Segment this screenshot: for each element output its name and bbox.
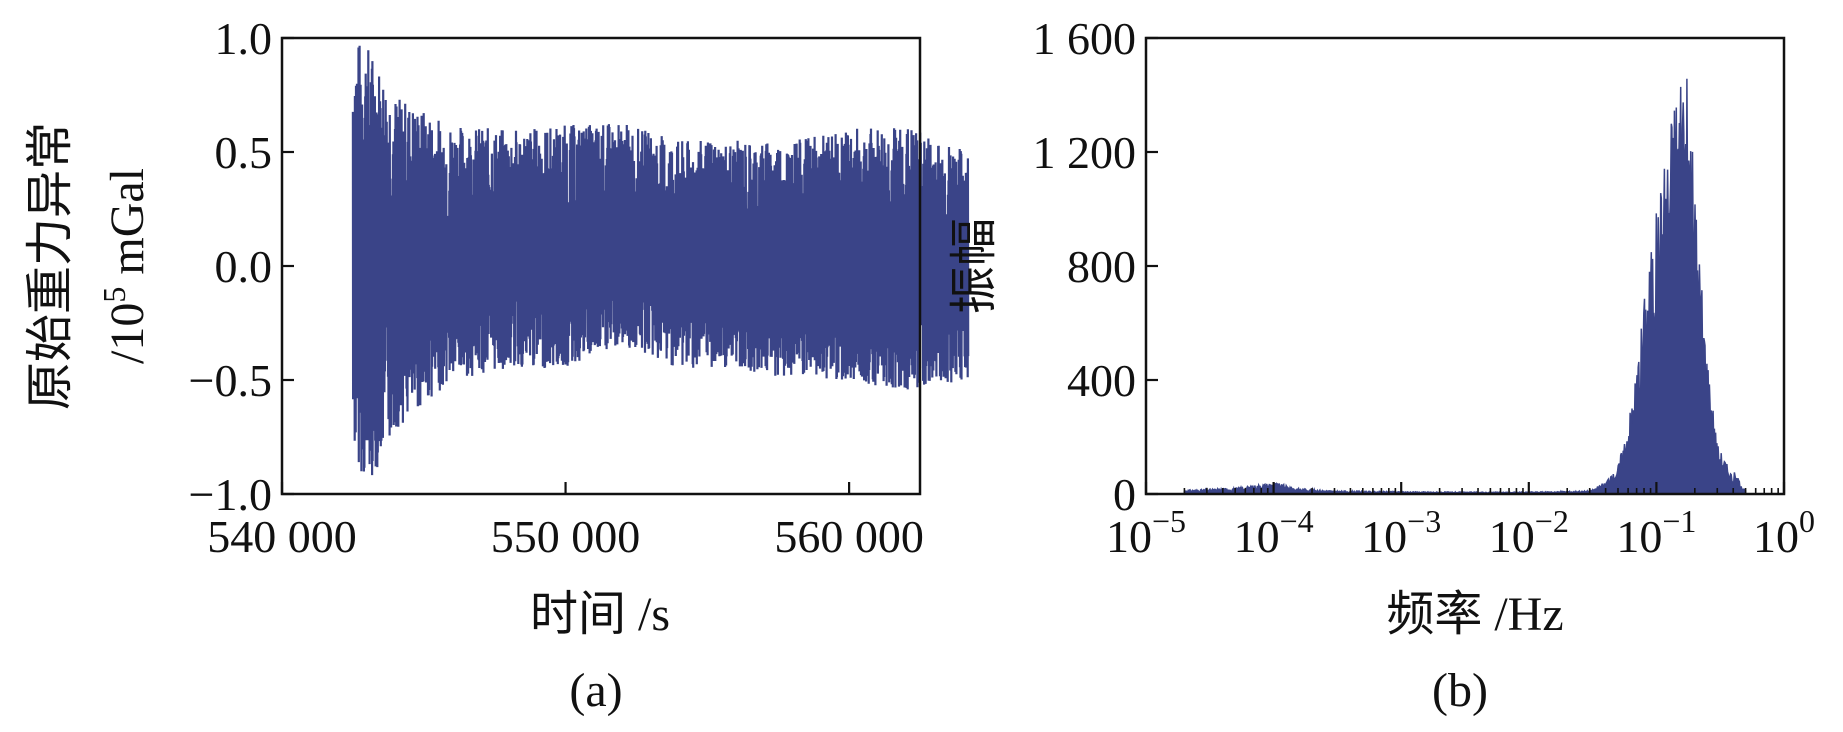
- panel-b-xtick-label: 10−3: [1361, 503, 1441, 562]
- panel-b-label: (b): [1432, 664, 1488, 717]
- panel-b-xtick-label: 100: [1753, 503, 1815, 562]
- panel-a-ytick-label: 1.0: [215, 13, 273, 64]
- panel-a-xtick-label: 560 000: [774, 511, 924, 562]
- panel-a-ylabel-line1: 原始重力异常: [24, 122, 77, 410]
- panel-a-time-series-chart: −1.0−0.50.00.51.0 540 000 550 000 560 000 …: [24, 13, 970, 717]
- panel-a-xlabel: 时间 /s: [530, 588, 670, 641]
- panel-a-ytick-label: 0.5: [215, 127, 273, 178]
- panel-b-xtick-label: 10−5: [1106, 503, 1186, 562]
- panel-b-y-ticks: 0 400 800 1 200 1 600: [1033, 13, 1158, 520]
- panel-a-ytick-label: −0.5: [189, 355, 272, 406]
- panel-a-ytick-label: 0.0: [215, 241, 273, 292]
- panel-a-y-ticks: −1.0 −0.5 0.0 0.5 1.0: [189, 13, 294, 520]
- panel-a-xtick-label: 550 000: [491, 511, 641, 562]
- panel-b-ytick-label: 0: [1113, 469, 1136, 520]
- panel-b-x-ticks: 10−5 10−4 10−3 10−2 10−1 100: [1106, 482, 1815, 562]
- panel-a-x-ticks: 540 000 550 000 560 000: [207, 482, 924, 562]
- panel-b-ytick-label: 1 600: [1033, 13, 1137, 64]
- panel-b-xtick-label: 10−1: [1616, 503, 1696, 562]
- amplitude-spectrum-area: [1183, 78, 1747, 495]
- panel-b-ytick-label: 400: [1067, 355, 1136, 406]
- panel-a-ylabel-line2: /105 mGal: [96, 168, 154, 364]
- gravity-anomaly-trace: [351, 45, 970, 476]
- panel-b-ytick-label: 1 200: [1033, 127, 1137, 178]
- panel-b-xtick-label: 10−2: [1489, 503, 1569, 562]
- panel-b-xtick-label: 10−4: [1234, 503, 1314, 562]
- panel-b-ylabel: 振幅: [948, 218, 1001, 314]
- panel-a-ytick-label: −1.0: [189, 469, 272, 520]
- panel-a-label: (a): [569, 664, 622, 717]
- panel-a-xtick-label: 540 000: [207, 511, 357, 562]
- panel-b-xlabel: 频率 /Hz: [1386, 588, 1563, 641]
- panel-b-ytick-label: 800: [1067, 241, 1136, 292]
